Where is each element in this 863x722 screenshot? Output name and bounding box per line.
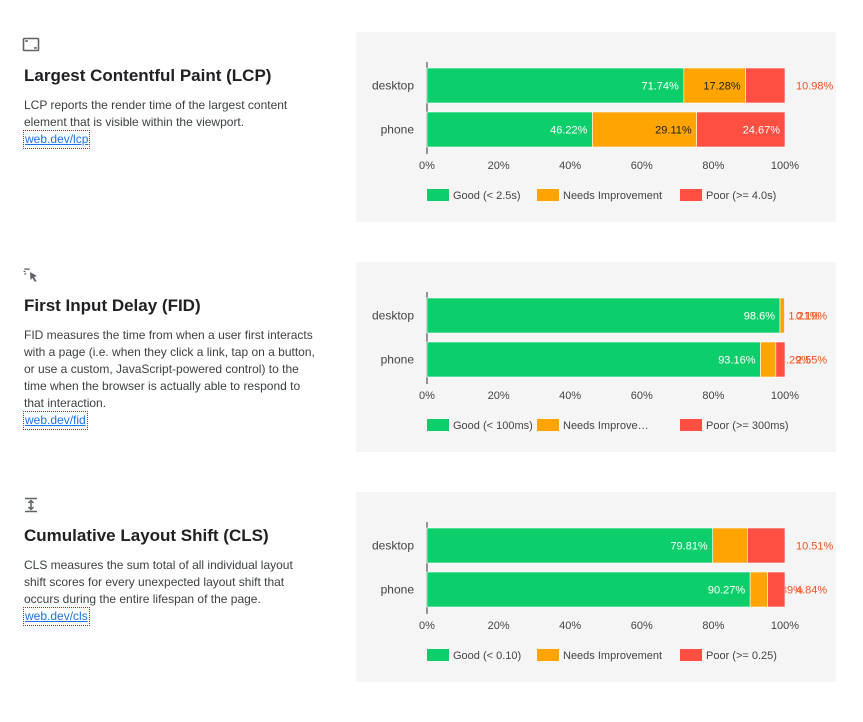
legend-swatch	[427, 189, 449, 201]
legend-swatch	[537, 189, 559, 201]
legend-swatch	[537, 649, 559, 661]
data-label: 10.51%	[796, 541, 834, 553]
legend-swatch	[427, 649, 449, 661]
legend-label: Poor (>= 300ms)	[706, 420, 789, 432]
metric-description-text: CLS measures the sum total of all indivi…	[24, 558, 293, 606]
x-tick-label: 0%	[419, 620, 435, 632]
legend-swatch	[680, 419, 702, 431]
legend-swatch	[680, 189, 702, 201]
x-tick-label: 40%	[559, 620, 581, 632]
data-label: 93.16%	[718, 355, 756, 367]
bar-segment	[779, 297, 785, 334]
x-tick-label: 0%	[419, 160, 435, 172]
metric-link[interactable]: web.dev/cls	[23, 607, 90, 626]
fid-section: First Input Delay (FID) FID measures the…	[0, 262, 863, 492]
x-tick-label: 80%	[702, 620, 724, 632]
data-label: 29.11%	[655, 125, 692, 137]
metric-title: Cumulative Layout Shift (CLS)	[24, 526, 269, 545]
x-tick-label: 20%	[488, 620, 510, 632]
x-tick-label: 100%	[771, 160, 799, 172]
legend-swatch	[427, 419, 449, 431]
lcp-section: Largest Contentful Paint (LCP) LCP repor…	[0, 32, 863, 262]
x-tick-label: 0%	[419, 390, 435, 402]
legend-label: Needs Improvement	[563, 190, 662, 202]
x-tick-label: 20%	[488, 160, 510, 172]
bar-segment	[426, 111, 593, 148]
metric-description-text: LCP reports the render time of the large…	[24, 98, 288, 129]
bar-segment	[775, 341, 786, 378]
metric-title: First Input Delay (FID)	[24, 296, 201, 315]
data-label: 4.84%	[796, 585, 827, 597]
cursor-click-icon	[22, 266, 40, 284]
fid-chart-panel: desktop 98.6% 1.21% 0.19% phone 93.16% 4.29% 2.…	[356, 262, 836, 452]
data-label: 24.67%	[743, 125, 781, 137]
bar-segment	[712, 527, 748, 564]
bar-segment	[784, 297, 786, 334]
x-tick-label: 40%	[559, 160, 581, 172]
x-tick-label: 60%	[631, 620, 653, 632]
metric-description-text: FID measures the time from when a user f…	[24, 328, 315, 410]
legend-label: Good (< 0.10)	[453, 650, 521, 662]
data-label: 46.22%	[550, 125, 588, 137]
metric-title: Largest Contentful Paint (LCP)	[24, 66, 272, 85]
data-label: 98.6%	[744, 311, 775, 323]
bar-segment	[760, 341, 777, 378]
x-tick-label: 60%	[631, 390, 653, 402]
data-label: 0.19%	[796, 311, 827, 323]
x-tick-label: 20%	[488, 390, 510, 402]
data-label: 4.29%	[780, 355, 811, 367]
category-label: desktop	[372, 309, 414, 323]
fid-chart: desktop 98.6% 1.21%0.19% phone 93.16% 4.29%2.…	[372, 292, 827, 432]
metric-link[interactable]: web.dev/fid	[23, 411, 88, 430]
category-label: desktop	[372, 539, 414, 553]
metric-description: CLS measures the sum total of all indivi…	[23, 557, 316, 626]
legend-label: Needs Improve…	[563, 420, 649, 432]
vertical-expand-icon	[22, 496, 40, 514]
metric-description: FID measures the time from when a user f…	[23, 327, 316, 430]
bar-segment	[426, 341, 761, 378]
data-label: 1.21%	[788, 311, 819, 323]
x-tick-label: 100%	[771, 620, 799, 632]
legend-label: Good (< 100ms)	[453, 420, 533, 432]
cls-chart-panel: desktop79.81%9.68%10.51%phone90.27%4.89%…	[356, 492, 836, 682]
metric-link[interactable]: web.dev/lcp	[22, 130, 91, 149]
legend-label: Poor (>= 4.0s)	[706, 190, 776, 202]
legend-label: Needs Improvement	[563, 650, 662, 662]
cls-section: Cumulative Layout Shift (CLS) CLS measur…	[0, 492, 863, 722]
data-label: 2.55%	[796, 355, 827, 367]
category-label: phone	[381, 353, 415, 367]
lcp-frame-icon	[22, 36, 40, 54]
data-label: 17.28%	[703, 81, 741, 93]
x-tick-label: 40%	[559, 390, 581, 402]
x-tick-label: 80%	[702, 390, 724, 402]
category-label: phone	[381, 123, 415, 137]
x-tick-label: 100%	[771, 390, 799, 402]
category-label: desktop	[372, 79, 414, 93]
bar-segment	[426, 297, 781, 334]
data-label: 10.98%	[796, 81, 834, 93]
data-label: 90.27%	[708, 585, 746, 597]
bar-segment	[767, 571, 786, 608]
category-label: phone	[381, 583, 415, 597]
lcp-chart: desktop 71.74% 17.28% 10.98% phone 46.22% 29.1…	[372, 62, 834, 202]
x-tick-label: 60%	[631, 160, 653, 172]
legend-swatch	[537, 419, 559, 431]
bar-segment	[426, 67, 685, 104]
bar-segment	[426, 527, 714, 564]
metric-description: LCP reports the render time of the large…	[22, 97, 316, 149]
data-label: 79.81%	[670, 541, 708, 553]
x-tick-label: 80%	[702, 160, 724, 172]
legend-swatch	[680, 649, 702, 661]
bar-segment	[683, 67, 746, 104]
cls-chart: desktop79.81%9.68%10.51%phone90.27%4.89%…	[372, 522, 834, 662]
bar-segment	[747, 527, 786, 564]
bar-segment	[696, 111, 786, 148]
legend-label: Poor (>= 0.25)	[706, 650, 777, 662]
lcp-chart-panel: desktop 71.74% 17.28% 10.98% phone 46.22% 29.1…	[356, 32, 836, 222]
bar-segment	[749, 571, 768, 608]
data-label: 71.74%	[642, 81, 680, 93]
bar-segment	[426, 571, 751, 608]
bar-segment	[745, 67, 786, 104]
legend-label: Good (< 2.5s)	[453, 190, 521, 202]
